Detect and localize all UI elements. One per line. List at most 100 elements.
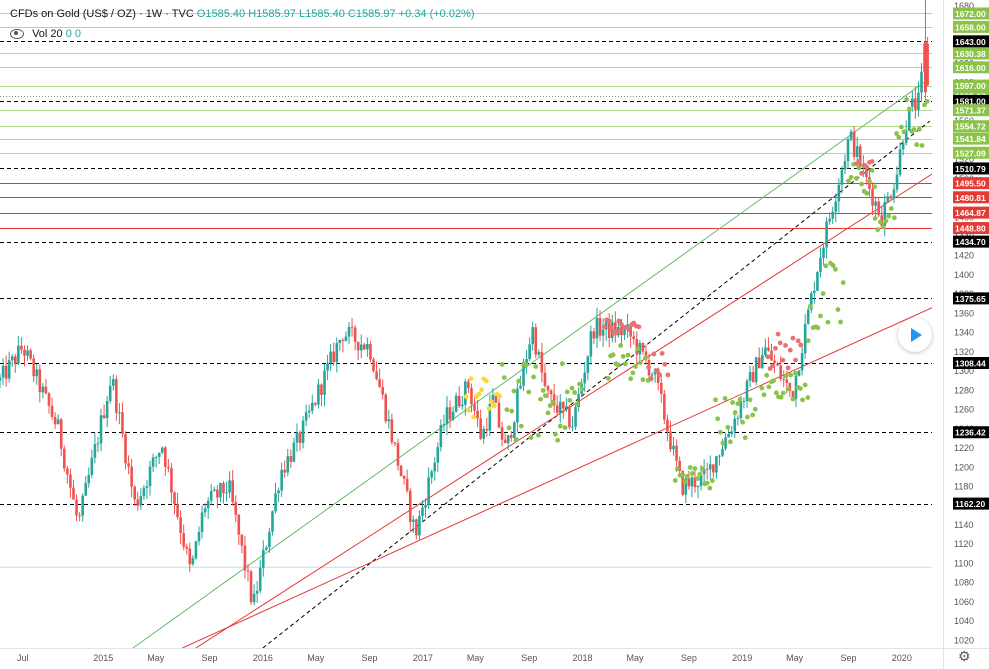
- candle-body: [721, 448, 724, 456]
- y-tick-label: 1360: [954, 308, 974, 318]
- candle-body: [889, 196, 893, 199]
- candle-body: [228, 480, 231, 493]
- candle-body: [770, 350, 773, 361]
- candle-body: [246, 570, 250, 572]
- signal-dot: [730, 400, 735, 405]
- candle-body: [185, 546, 189, 549]
- candle-body: [271, 511, 274, 532]
- signal-dot: [798, 342, 804, 348]
- signal-dot: [818, 313, 823, 319]
- signal-dot: [894, 131, 899, 136]
- eye-icon[interactable]: [10, 29, 24, 40]
- candle-body: [562, 401, 565, 409]
- candle-body: [849, 131, 853, 140]
- signal-dot: [547, 403, 553, 409]
- candle-body: [702, 468, 706, 475]
- signal-dot: [614, 328, 620, 334]
- candle-body: [696, 485, 700, 488]
- candle-body: [170, 468, 173, 493]
- candle-body: [59, 419, 63, 449]
- signal-dot: [722, 396, 728, 401]
- candle-body: [154, 456, 158, 458]
- candle-body: [280, 469, 283, 491]
- signal-dot: [560, 361, 565, 367]
- candle-body: [332, 351, 336, 362]
- signal-dot: [919, 143, 925, 148]
- candle-body: [375, 371, 378, 380]
- play-button[interactable]: [898, 318, 932, 352]
- candle-body: [837, 184, 841, 202]
- y-tick-label: 1220: [954, 443, 974, 453]
- candle-body: [237, 514, 241, 535]
- vol-values: 0 0: [65, 28, 82, 40]
- x-tick-label: May: [307, 653, 325, 663]
- candle-body: [473, 404, 476, 411]
- x-tick-label: May: [467, 653, 485, 663]
- x-tick-label: Sep: [840, 653, 856, 663]
- candle-body: [669, 431, 672, 450]
- level-tag-label: 1434.70: [955, 237, 986, 247]
- chart-legend: CFDs on Gold (US$ / OZ) · 1W · TVC O1585…: [10, 8, 475, 20]
- level-tag-label: 1672.00: [955, 9, 986, 19]
- candle-body: [883, 201, 887, 226]
- candle-body: [347, 327, 351, 337]
- candle-body: [828, 218, 831, 222]
- candle-body: [500, 427, 504, 440]
- candle-body: [917, 92, 920, 110]
- candle-body: [369, 343, 372, 360]
- signal-dot: [466, 408, 471, 413]
- y-tick-label: 1300: [954, 366, 974, 376]
- signal-dot: [717, 429, 723, 435]
- signal-dot: [840, 280, 846, 285]
- candle-body: [764, 347, 767, 356]
- y-tick-label: 1280: [954, 385, 974, 395]
- candle-body: [871, 189, 874, 206]
- signal-dot: [815, 325, 821, 331]
- signal-dot: [869, 159, 875, 164]
- candle-body: [243, 545, 247, 571]
- candle-body: [283, 469, 287, 473]
- candle-body: [479, 418, 482, 439]
- candle-body: [261, 549, 265, 568]
- signal-dot: [516, 378, 522, 384]
- candle-body: [393, 442, 397, 444]
- signal-dot: [888, 206, 894, 211]
- gear-icon[interactable]: ⚙: [958, 648, 971, 664]
- signal-dot: [765, 354, 771, 360]
- candle-body: [387, 419, 391, 422]
- candle-body: [577, 394, 580, 408]
- signal-dot: [648, 376, 654, 381]
- candle-body: [206, 500, 210, 509]
- plot-area: [0, 0, 932, 648]
- x-tick-label: 2017: [413, 653, 433, 663]
- level-tag: [953, 292, 989, 305]
- candle-body: [858, 146, 862, 168]
- signal-dot: [533, 364, 539, 369]
- candle-body: [803, 323, 807, 354]
- signal-dot: [699, 466, 705, 472]
- level-tag: [953, 222, 989, 235]
- signal-dot: [504, 407, 510, 413]
- candle-body: [797, 370, 801, 376]
- candle-body: [304, 412, 308, 421]
- level-tag-label: 1308.44: [955, 358, 986, 368]
- volume-legend[interactable]: Vol 20 0 0: [10, 28, 81, 40]
- candle-body: [448, 407, 452, 420]
- candle-body: [157, 452, 161, 457]
- candle-body: [708, 464, 712, 470]
- candle-body: [782, 378, 786, 380]
- candle-body: [26, 350, 29, 356]
- level-tag-label: 1448.80: [955, 224, 986, 234]
- level-tag: [953, 235, 989, 248]
- candle-body: [338, 339, 342, 344]
- signal-dot: [542, 393, 548, 399]
- candle-body: [20, 345, 23, 350]
- signal-dot: [689, 471, 695, 476]
- candle-body: [69, 474, 72, 488]
- signal-dot: [606, 318, 612, 324]
- candle-body: [598, 318, 602, 336]
- candle-body: [467, 381, 470, 389]
- candle-body: [488, 403, 492, 431]
- signal-dot: [468, 376, 474, 382]
